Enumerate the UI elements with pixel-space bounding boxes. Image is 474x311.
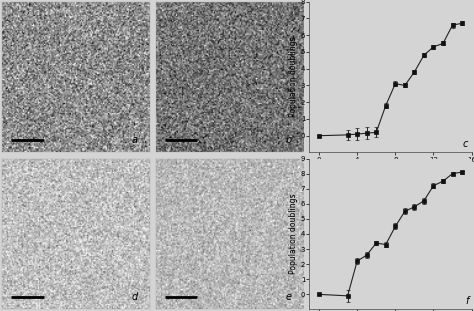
X-axis label: Time (days): Time (days) [368, 164, 413, 173]
Text: e: e [285, 292, 292, 302]
Text: c: c [463, 139, 468, 150]
Text: f: f [465, 296, 468, 306]
Text: b: b [285, 135, 292, 145]
Y-axis label: Population doublings: Population doublings [289, 37, 298, 117]
Text: a: a [132, 135, 138, 145]
Y-axis label: Population doublings: Population doublings [289, 194, 298, 274]
Text: d: d [132, 292, 138, 302]
